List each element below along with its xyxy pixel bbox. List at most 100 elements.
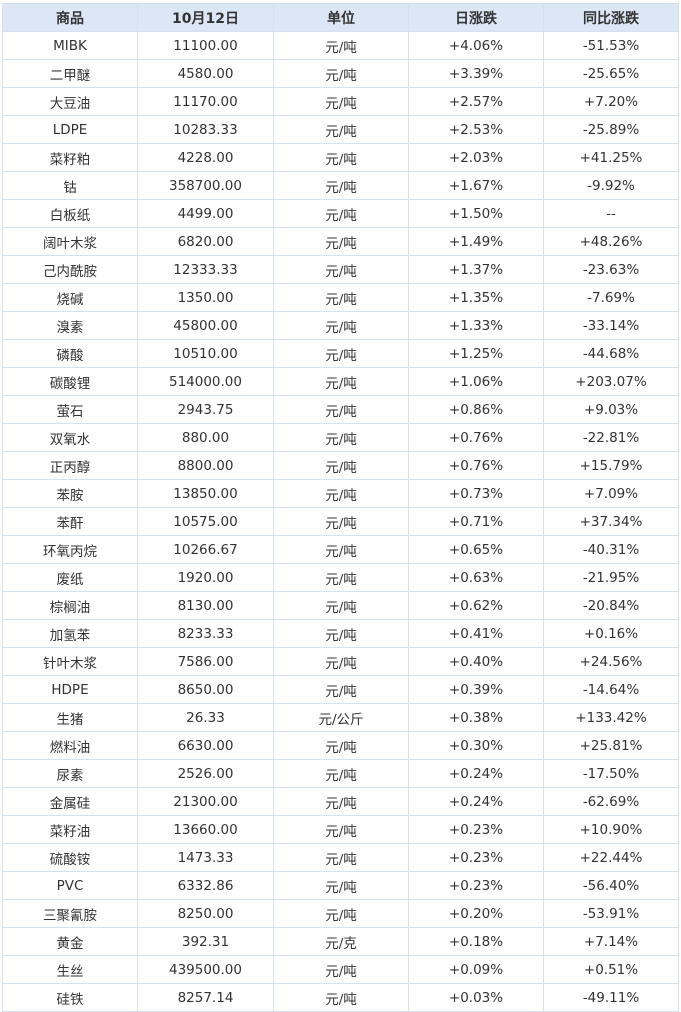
daily-change-cell: +0.71% [408, 507, 544, 536]
commodity-cell: 环氧丙烷 [2, 535, 138, 564]
table-row: 二甲醚 4580.00 元/吨 +3.39% -25.65% [2, 59, 679, 88]
unit-cell: 元/克 [273, 927, 409, 956]
unit-cell: 元/吨 [273, 171, 409, 200]
commodity-cell: 燃料油 [2, 731, 138, 760]
daily-change-cell: +1.37% [408, 255, 544, 284]
price-cell: 1350.00 [137, 283, 274, 312]
header-date-price: 10月12日 [137, 3, 274, 32]
daily-change-cell: +0.23% [408, 843, 544, 872]
unit-cell: 元/吨 [273, 227, 409, 256]
commodity-cell: 磷酸 [2, 339, 138, 368]
unit-cell: 元/吨 [273, 647, 409, 676]
commodity-cell: 硅铁 [2, 983, 138, 1012]
unit-cell: 元/吨 [273, 59, 409, 88]
daily-change-cell: +0.86% [408, 395, 544, 424]
price-cell: 6332.86 [137, 871, 274, 900]
price-cell: 1473.33 [137, 843, 274, 872]
commodity-cell: MIBK [2, 31, 138, 60]
price-cell: 13660.00 [137, 815, 274, 844]
unit-cell: 元/吨 [273, 255, 409, 284]
unit-cell: 元/吨 [273, 955, 409, 984]
yoy-change-cell: +22.44% [543, 843, 679, 872]
yoy-change-cell: +9.03% [543, 395, 679, 424]
price-cell: 45800.00 [137, 311, 274, 340]
daily-change-cell: +0.38% [408, 703, 544, 732]
commodity-cell: 己内酰胺 [2, 255, 138, 284]
price-cell: 13850.00 [137, 479, 274, 508]
yoy-change-cell: +25.81% [543, 731, 679, 760]
header-yoy-change: 同比涨跌 [543, 3, 679, 32]
unit-cell: 元/吨 [273, 983, 409, 1012]
daily-change-cell: +1.25% [408, 339, 544, 368]
yoy-change-cell: -7.69% [543, 283, 679, 312]
commodity-cell: 金属硅 [2, 787, 138, 816]
price-cell: 2526.00 [137, 759, 274, 788]
price-cell: 11100.00 [137, 31, 274, 60]
header-unit: 单位 [273, 3, 409, 32]
daily-change-cell: +0.20% [408, 899, 544, 928]
table-row: MIBK 11100.00 元/吨 +4.06% -51.53% [2, 31, 679, 60]
price-cell: 8257.14 [137, 983, 274, 1012]
table-row: 三聚氰胺 8250.00 元/吨 +0.20% -53.91% [2, 899, 679, 928]
unit-cell: 元/吨 [273, 87, 409, 116]
table-header-row: 商品 10月12日 单位 日涨跌 同比涨跌 [2, 3, 679, 32]
price-cell: 6820.00 [137, 227, 274, 256]
daily-change-cell: +0.65% [408, 535, 544, 564]
commodity-cell: 双氧水 [2, 423, 138, 452]
yoy-change-cell: +133.42% [543, 703, 679, 732]
yoy-change-cell: +0.16% [543, 619, 679, 648]
unit-cell: 元/吨 [273, 759, 409, 788]
price-cell: 21300.00 [137, 787, 274, 816]
daily-change-cell: +0.39% [408, 675, 544, 704]
header-commodity: 商品 [2, 3, 138, 32]
unit-cell: 元/吨 [273, 451, 409, 480]
price-cell: 12333.33 [137, 255, 274, 284]
yoy-change-cell: +15.79% [543, 451, 679, 480]
commodity-cell: 生猪 [2, 703, 138, 732]
yoy-change-cell: -56.40% [543, 871, 679, 900]
table-body: MIBK 11100.00 元/吨 +4.06% -51.53% 二甲醚 4580.00 元/… [2, 31, 679, 1012]
table-row: 针叶木浆 7586.00 元/吨 +0.40% +24.56% [2, 647, 679, 676]
commodity-cell: 钴 [2, 171, 138, 200]
price-cell: 439500.00 [137, 955, 274, 984]
unit-cell: 元/吨 [273, 423, 409, 452]
daily-change-cell: +0.09% [408, 955, 544, 984]
price-cell: 8130.00 [137, 591, 274, 620]
table-row: 白板纸 4499.00 元/吨 +1.50% -- [2, 199, 679, 228]
commodity-cell: 碳酸锂 [2, 367, 138, 396]
yoy-change-cell: -22.81% [543, 423, 679, 452]
daily-change-cell: +0.76% [408, 451, 544, 480]
table-row: 正丙醇 8800.00 元/吨 +0.76% +15.79% [2, 451, 679, 480]
header-daily-change: 日涨跌 [408, 3, 544, 32]
commodity-cell: 棕榈油 [2, 591, 138, 620]
daily-change-cell: +1.06% [408, 367, 544, 396]
unit-cell: 元/吨 [273, 283, 409, 312]
commodity-cell: 二甲醚 [2, 59, 138, 88]
unit-cell: 元/吨 [273, 591, 409, 620]
price-cell: 358700.00 [137, 171, 274, 200]
table-row: 烧碱 1350.00 元/吨 +1.35% -7.69% [2, 283, 679, 312]
yoy-change-cell: +7.09% [543, 479, 679, 508]
unit-cell: 元/吨 [273, 563, 409, 592]
unit-cell: 元/吨 [273, 535, 409, 564]
price-cell: 4499.00 [137, 199, 274, 228]
unit-cell: 元/吨 [273, 675, 409, 704]
table-row: 硫酸铵 1473.33 元/吨 +0.23% +22.44% [2, 843, 679, 872]
table-row: 废纸 1920.00 元/吨 +0.63% -21.95% [2, 563, 679, 592]
yoy-change-cell: -- [543, 199, 679, 228]
daily-change-cell: +0.18% [408, 927, 544, 956]
unit-cell: 元/吨 [273, 619, 409, 648]
daily-change-cell: +1.49% [408, 227, 544, 256]
daily-change-cell: +2.53% [408, 115, 544, 144]
yoy-change-cell: -25.65% [543, 59, 679, 88]
commodity-cell: 菜籽粕 [2, 143, 138, 172]
yoy-change-cell: +24.56% [543, 647, 679, 676]
price-cell: 6630.00 [137, 731, 274, 760]
price-cell: 392.31 [137, 927, 274, 956]
table-row: 萤石 2943.75 元/吨 +0.86% +9.03% [2, 395, 679, 424]
yoy-change-cell: -44.68% [543, 339, 679, 368]
table-row: 溴素 45800.00 元/吨 +1.33% -33.14% [2, 311, 679, 340]
table-row: 棕榈油 8130.00 元/吨 +0.62% -20.84% [2, 591, 679, 620]
daily-change-cell: +0.63% [408, 563, 544, 592]
table-row: 环氧丙烷 10266.67 元/吨 +0.65% -40.31% [2, 535, 679, 564]
